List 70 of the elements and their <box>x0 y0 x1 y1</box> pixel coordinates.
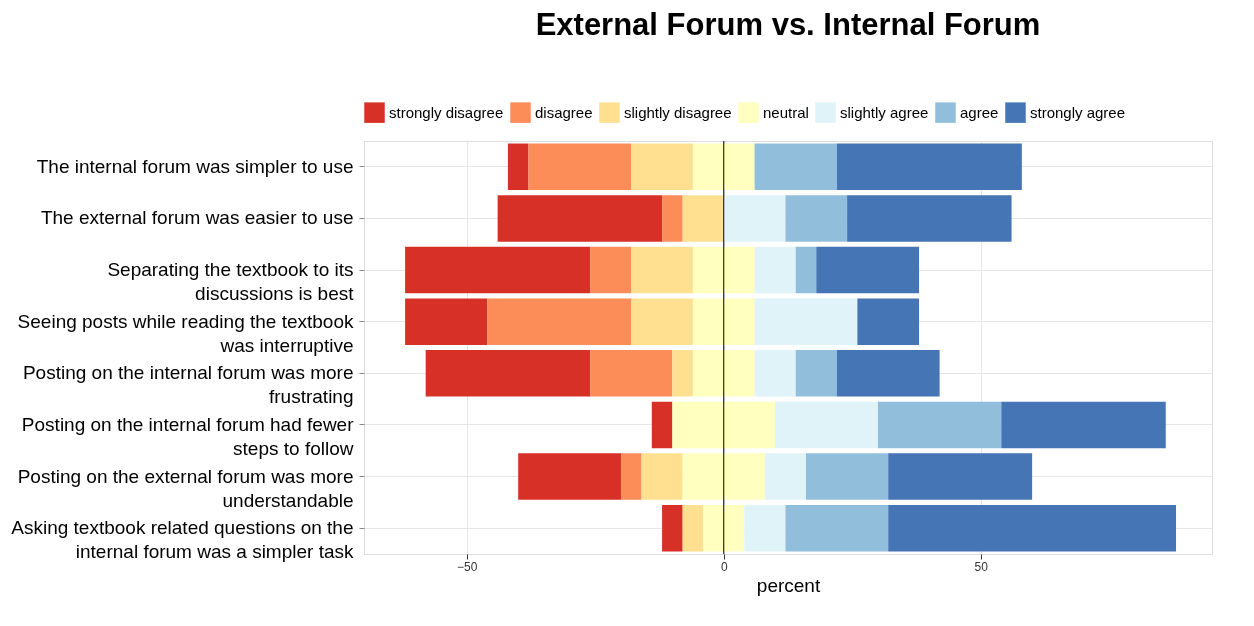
bar <box>590 246 632 294</box>
bar <box>744 504 786 552</box>
x-axis-title: percent <box>756 574 821 596</box>
bar <box>754 143 837 191</box>
bar <box>764 453 806 500</box>
y-tick-label: The external forum was easier to use <box>40 207 354 229</box>
y-tick-label: Posting on the internal forum had fewer steps to follow <box>21 413 355 459</box>
bar <box>723 195 786 242</box>
bar <box>620 453 642 500</box>
bar <box>528 143 632 191</box>
bar <box>692 298 755 345</box>
bar <box>518 453 621 500</box>
bar <box>795 246 817 294</box>
bar <box>816 246 920 294</box>
bar <box>405 298 488 345</box>
bar <box>805 453 889 500</box>
chart-title: External Forum vs. Internal Forum <box>535 7 1041 42</box>
bar <box>836 143 1022 191</box>
bar <box>1001 401 1166 449</box>
bar <box>754 246 796 294</box>
bar <box>775 401 878 449</box>
bar <box>631 298 693 345</box>
bar <box>836 350 940 397</box>
y-tick-label: Posting on the external forum was more understandable <box>17 465 354 511</box>
legend-label: disagree <box>535 103 593 121</box>
y-tick-label: Posting on the internal forum was more frustrating <box>22 362 354 408</box>
bar <box>785 504 889 552</box>
bar <box>631 246 693 294</box>
y-tick-label: Seeing posts while reading the textbook was interruptive <box>17 310 354 356</box>
bar <box>672 401 776 449</box>
bar <box>785 195 848 242</box>
x-tick-label: 0 <box>720 559 728 574</box>
legend-label: neutral <box>763 103 809 121</box>
legend-label: agree <box>960 103 999 121</box>
bar <box>662 504 683 552</box>
y-tick-label: The internal forum was simpler to use <box>36 155 354 177</box>
bar <box>754 298 858 345</box>
legend-label: strongly disagree <box>389 103 504 121</box>
x-tick-label: 50 <box>974 559 989 574</box>
bar <box>641 453 683 500</box>
legend-label: slightly disagree <box>624 103 732 121</box>
bar <box>847 195 1012 242</box>
bar <box>877 401 1002 449</box>
bar <box>507 143 529 191</box>
bar <box>692 246 755 294</box>
bar <box>754 350 796 397</box>
bar <box>795 350 837 397</box>
bar <box>692 350 755 397</box>
bar <box>487 298 632 345</box>
bar <box>651 401 673 449</box>
legend-label: strongly agree <box>1030 103 1126 121</box>
bar <box>682 195 724 242</box>
y-tick-label: Asking textbook related questions on the internal forum was a simpler task <box>11 517 354 563</box>
bar <box>672 350 693 397</box>
bar <box>692 143 755 191</box>
bar <box>682 504 704 552</box>
bar <box>405 246 591 294</box>
bar <box>857 298 920 345</box>
bar <box>425 350 591 397</box>
bar <box>590 350 673 397</box>
bar <box>888 504 1177 552</box>
bar <box>682 453 765 500</box>
bar <box>888 453 1033 500</box>
legend-label: slightly agree <box>840 103 929 121</box>
bar <box>703 504 745 552</box>
bar <box>662 195 683 242</box>
bar <box>631 143 693 191</box>
x-tick-label: −50 <box>457 559 478 574</box>
bar <box>497 195 663 242</box>
y-tick-label: Separating the textbook to its discussions is best <box>107 259 355 305</box>
